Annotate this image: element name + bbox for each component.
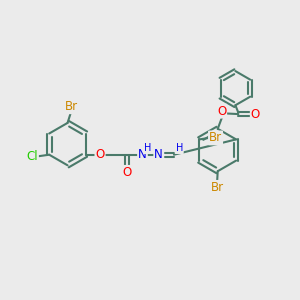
Text: H: H (144, 143, 152, 153)
Text: O: O (251, 108, 260, 121)
Text: Br: Br (211, 181, 224, 194)
Text: N: N (154, 148, 163, 161)
Text: H: H (176, 143, 183, 153)
Text: Br: Br (64, 100, 78, 113)
Text: Cl: Cl (26, 150, 38, 163)
Text: O: O (95, 148, 105, 161)
Text: O: O (217, 105, 226, 118)
Text: O: O (122, 166, 132, 179)
Text: N: N (138, 148, 147, 161)
Text: Br: Br (209, 131, 222, 144)
